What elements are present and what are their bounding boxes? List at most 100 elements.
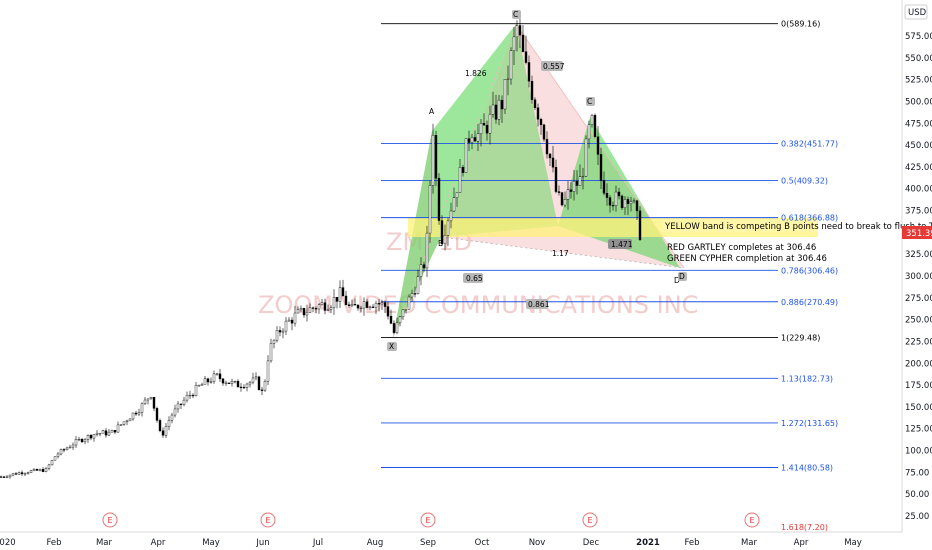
- candle: [563, 191, 567, 208]
- candle: [2, 475, 6, 479]
- candle: [446, 218, 450, 246]
- candle: [605, 183, 609, 206]
- candle: [638, 206, 642, 241]
- candle: [497, 94, 501, 126]
- ratio-1471: 1.471: [611, 240, 633, 249]
- price-tick-label: 575.00: [905, 32, 932, 42]
- fib-label: 0.618(366.88): [781, 214, 838, 223]
- price-tick-label: 450.00: [905, 141, 932, 151]
- candle: [161, 427, 165, 438]
- candle: [548, 152, 552, 166]
- candle: [380, 299, 384, 311]
- ratio-0557: 0.557: [543, 62, 565, 71]
- candle: [242, 384, 246, 389]
- candle: [128, 418, 132, 422]
- fib-level: 1.414(80.58): [381, 463, 833, 472]
- candle: [179, 403, 183, 410]
- green-cypher-mid: [441, 24, 558, 237]
- price-axis[interactable]: 575.00 550.00 525.00 500.00 475.00 450.00 425.…: [905, 32, 932, 522]
- candle: [506, 65, 510, 96]
- earnings-letter: E: [265, 516, 270, 525]
- candle: [251, 372, 255, 385]
- candle: [530, 75, 534, 104]
- candle: [578, 164, 582, 186]
- candle: [293, 305, 297, 327]
- candle: [302, 307, 306, 318]
- candle: [470, 133, 474, 150]
- candle: [140, 402, 144, 417]
- candle: [149, 396, 153, 400]
- fib-label: 1(229.48): [781, 334, 820, 343]
- candle: [47, 463, 51, 471]
- label-x: X: [389, 342, 394, 351]
- candle: [11, 473, 15, 477]
- candle: [248, 380, 252, 388]
- candle: [131, 412, 135, 421]
- price-tick-label: 400.00: [905, 185, 932, 195]
- price-tick-label: 250.00: [905, 316, 932, 326]
- fib-label: 0.786(306.46): [781, 266, 838, 275]
- candle: [104, 428, 108, 438]
- earnings-icon: [420, 512, 436, 528]
- time-axis[interactable]: 2020 Feb Mar Apr May Jun Jul Aug Sep Oct Nov Dec 202…: [0, 538, 862, 548]
- candle: [503, 79, 507, 114]
- candle: [617, 187, 621, 200]
- candle: [542, 123, 546, 142]
- candle: [113, 430, 117, 435]
- label-c-top: C: [513, 10, 518, 19]
- candle: [593, 113, 597, 139]
- candle: [119, 424, 123, 427]
- candle: [155, 406, 159, 423]
- candle: [215, 372, 219, 376]
- candle: [107, 428, 111, 436]
- label-d-box: D: [679, 272, 685, 281]
- time-tick-label: May: [202, 538, 220, 548]
- fib-label: 1.272(131.65): [781, 419, 838, 428]
- candle: [485, 120, 489, 141]
- candle: [329, 305, 333, 314]
- candle: [455, 192, 459, 207]
- candle: [404, 309, 408, 314]
- candle: [626, 196, 630, 216]
- candle: [272, 339, 276, 349]
- price-tick-label: 175.00: [905, 381, 932, 391]
- watermark-name: ZOOM VIDEO COMMUNICATIONS INC: [258, 291, 698, 319]
- time-tick-label: Aug: [367, 538, 384, 548]
- candle: [533, 97, 537, 111]
- fibonacci-levels[interactable]: 0(589.16) 0.382(451.77) 0.5(409.32) 0.618(3…: [381, 20, 838, 532]
- candle: [224, 380, 228, 386]
- candle: [401, 309, 405, 320]
- candle: [431, 123, 435, 194]
- candle: [170, 412, 174, 424]
- time-tick-label: Sep: [420, 538, 436, 548]
- fib-label: 1.618(7.20): [781, 523, 828, 532]
- candlestick-series: [0, 11, 642, 479]
- candle: [560, 191, 564, 207]
- candle: [434, 130, 438, 187]
- candle: [245, 382, 249, 392]
- candle: [83, 438, 87, 445]
- price-tick-label: 500.00: [905, 97, 932, 107]
- candle: [5, 474, 9, 479]
- price-tick-label: 225.00: [905, 337, 932, 347]
- candle: [35, 468, 39, 471]
- candle: [263, 379, 267, 392]
- candle: [260, 386, 264, 396]
- candle: [74, 436, 78, 448]
- candle: [584, 135, 588, 177]
- candle: [98, 432, 102, 437]
- fib-label: 0.886(270.49): [781, 298, 838, 307]
- time-tick-label: 2020: [0, 538, 16, 548]
- candle: [395, 317, 399, 335]
- time-tick-label: Mar: [741, 538, 758, 548]
- currency-badge[interactable]: [904, 4, 928, 20]
- candle: [419, 257, 423, 286]
- current-price-tag: [902, 226, 932, 239]
- box-d: [678, 272, 687, 281]
- candle: [41, 467, 45, 473]
- candle: [203, 375, 207, 385]
- candle: [266, 355, 270, 386]
- candle: [62, 448, 66, 453]
